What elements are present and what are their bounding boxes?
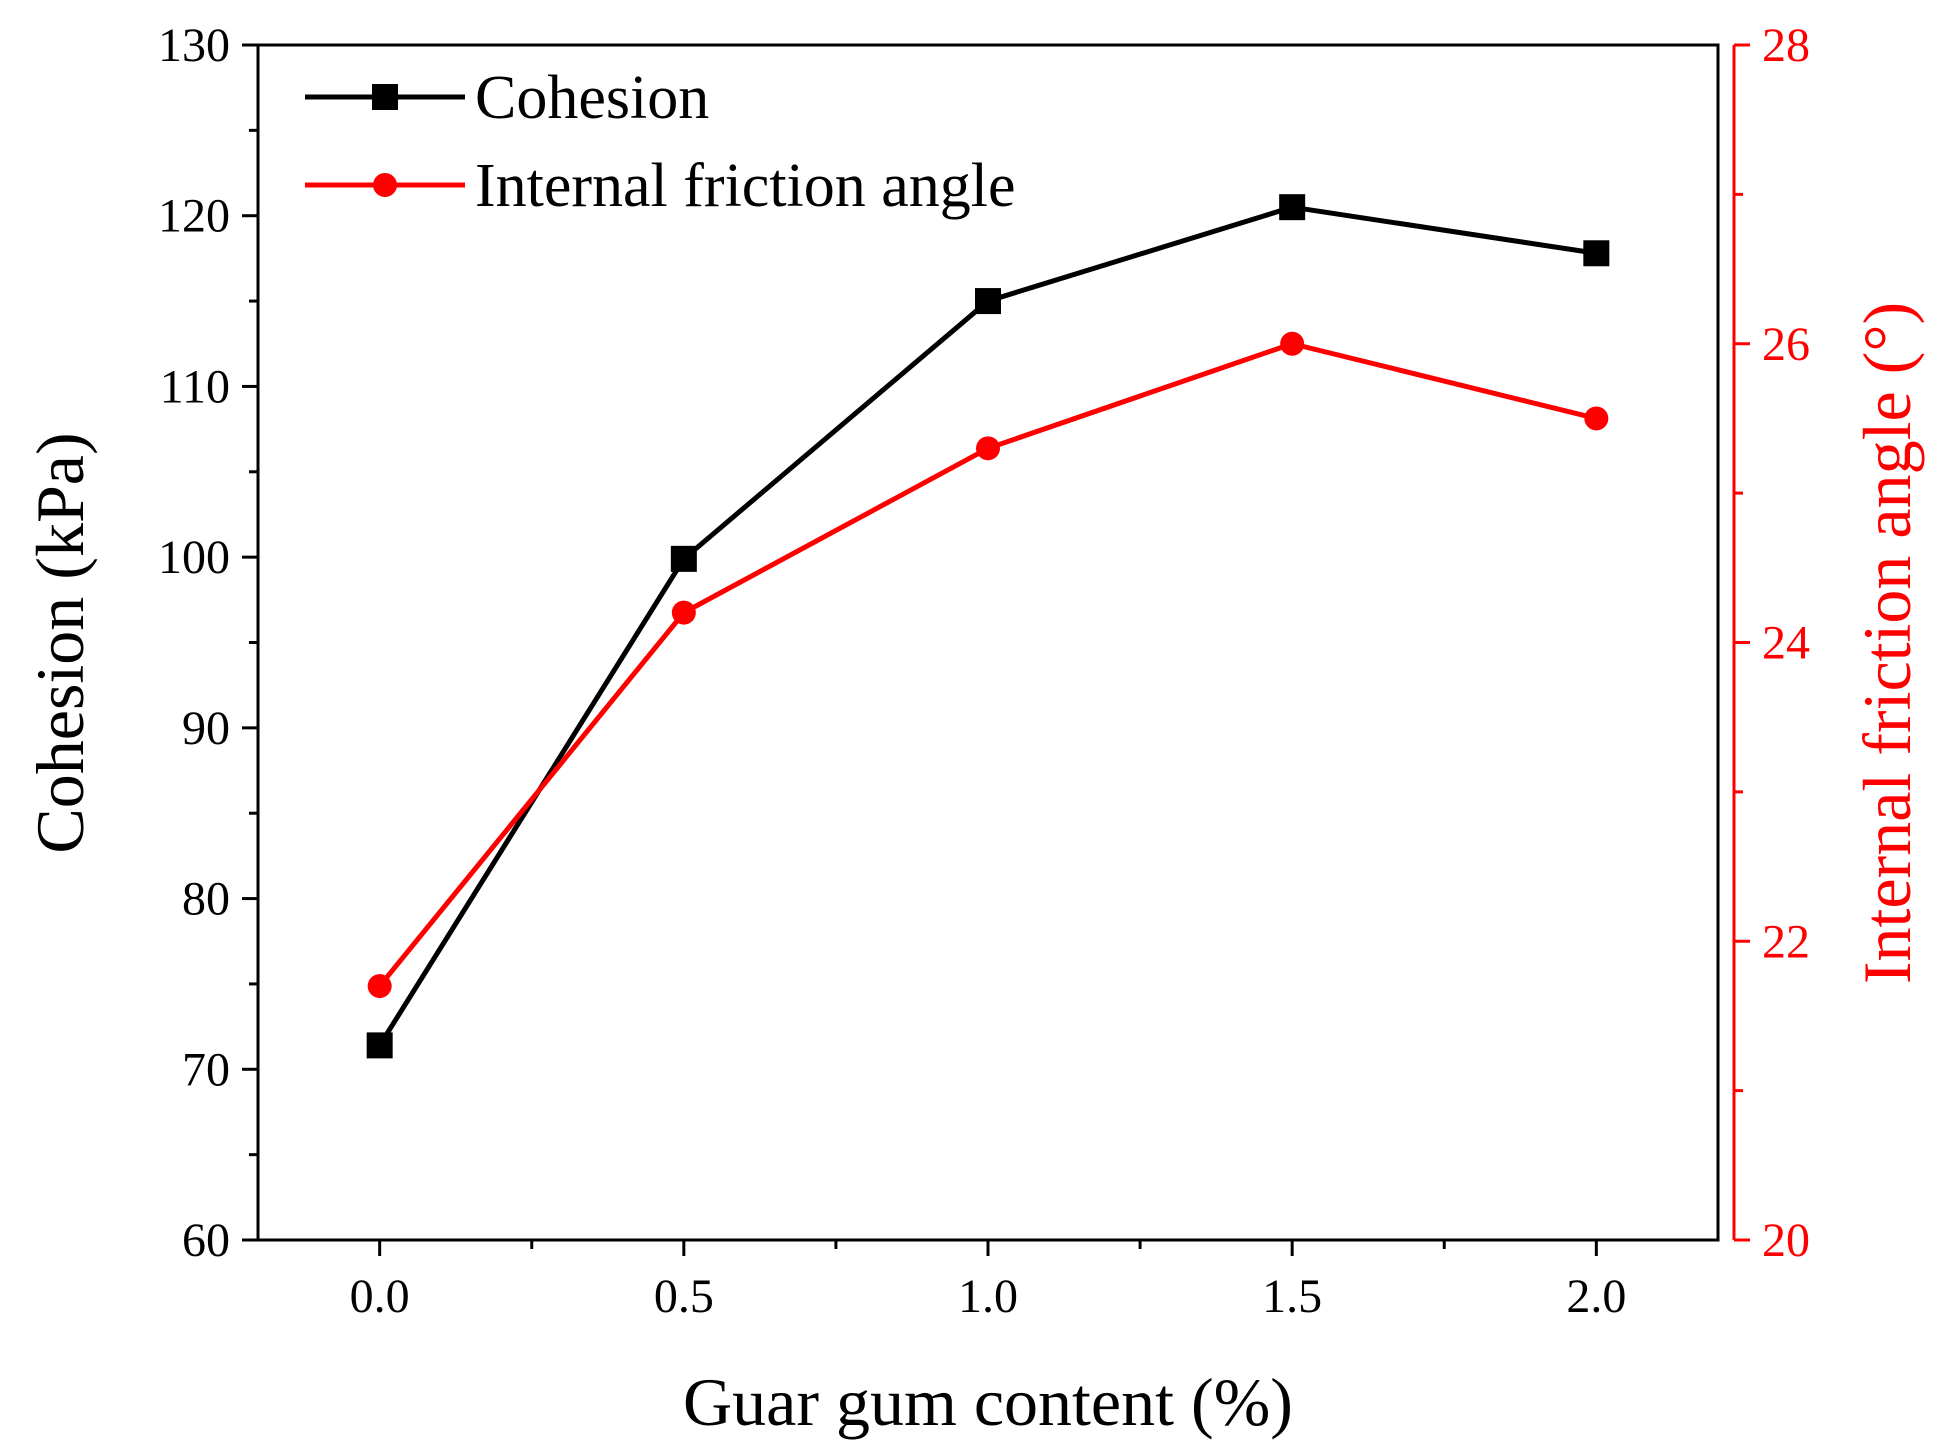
y-tick-label: 120: [158, 190, 230, 243]
cohesion-point: [975, 288, 1001, 315]
legend-friction-marker: [373, 173, 397, 197]
y-tick-label: 60: [182, 1214, 230, 1267]
series-line-0: [377, 204, 1597, 1047]
plot-frame: [256, 43, 1720, 1242]
cohesion-point: [1583, 240, 1610, 267]
x-tick-label: 1.0: [958, 1270, 1018, 1323]
friction-angle-point: [671, 600, 696, 625]
y-tick-label: 130: [158, 19, 230, 72]
right-axis-ticks: 20 22 24 26 28: [1734, 19, 1810, 1267]
x-tick-label: 0.5: [654, 1270, 714, 1323]
left-axis-ticks: 60 70 80 90 100 110 120 130: [158, 19, 258, 1267]
y2-tick-label: 26: [1762, 318, 1810, 371]
y2-tick-label: 22: [1762, 915, 1810, 968]
legend-cohesion-marker: [372, 84, 398, 110]
friction-angle-point: [367, 974, 392, 999]
series-layer: [366, 194, 1610, 1059]
x-tick-label: 0.0: [350, 1270, 410, 1323]
y2-tick-label: 28: [1762, 19, 1810, 72]
x-axis-ticks: 0.0 0.5 1.0 1.5 2.0: [350, 1240, 1626, 1323]
y-tick-label: 70: [182, 1043, 230, 1096]
y2-tick-label: 20: [1762, 1214, 1810, 1267]
y2-axis-title: Internal friction angle (°): [1849, 302, 1925, 984]
y2-tick-label: 24: [1762, 617, 1810, 670]
friction-angle-point: [1280, 331, 1305, 356]
cohesion-point: [366, 1032, 393, 1059]
cohesion-point: [670, 545, 697, 572]
y-axis-title: Cohesion (kPa): [22, 432, 98, 853]
legend-friction-label: Internal friction angle: [475, 152, 1016, 220]
legend-cohesion-label: Cohesion: [475, 64, 709, 132]
legend: Cohesion Internal friction angle: [305, 64, 1016, 220]
friction-angle-point: [1584, 406, 1609, 431]
x-axis-title: Guar gum content (%): [683, 1364, 1293, 1440]
y-tick-label: 90: [182, 702, 230, 755]
x-tick-label: 2.0: [1566, 1270, 1626, 1323]
y-tick-label: 80: [182, 873, 230, 926]
y-tick-label: 110: [160, 360, 230, 413]
cohesion-point: [1279, 194, 1306, 221]
friction-angle-point: [976, 436, 1000, 461]
x-tick-label: 1.5: [1262, 1270, 1322, 1323]
y-tick-label: 100: [158, 531, 230, 584]
